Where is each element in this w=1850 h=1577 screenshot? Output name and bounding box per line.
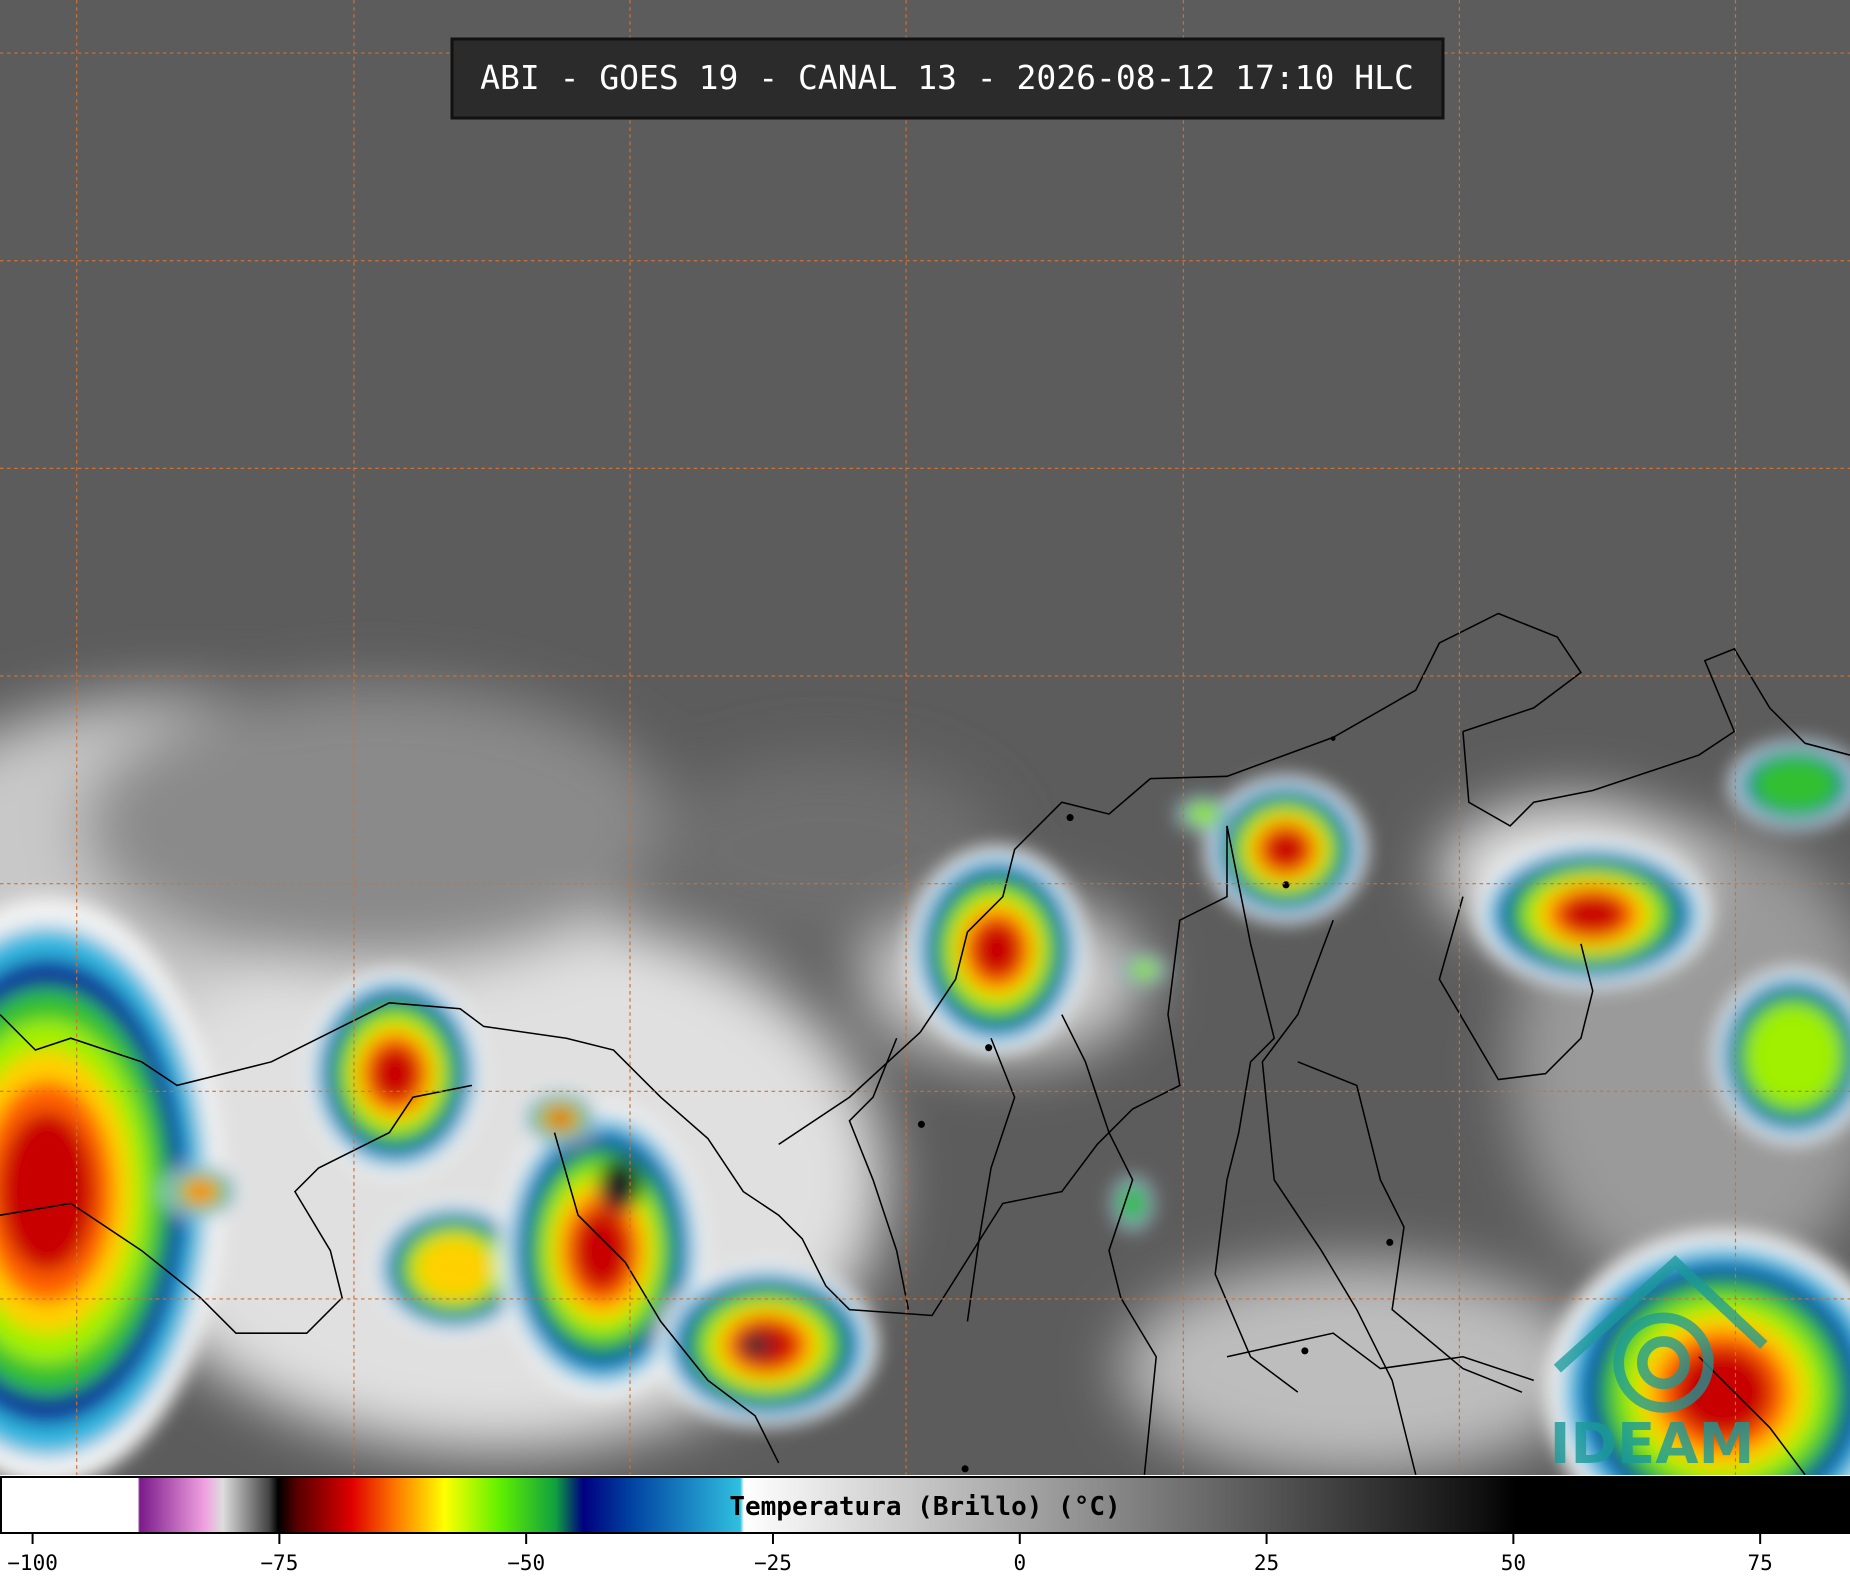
cloud-layer	[972, 921, 1021, 978]
cold-top	[738, 1333, 772, 1357]
logo-text: IDEAM	[1550, 1412, 1755, 1477]
tick-label: 75	[1748, 1551, 1773, 1575]
coastlines	[0, 612, 1850, 1476]
title: ABI - GOES 19 - CANAL 13 - 2026-08-12 17…	[480, 58, 1414, 97]
cloud-layer	[1263, 829, 1309, 870]
cloud-layer	[415, 1236, 494, 1301]
cloud-layer	[1749, 754, 1842, 816]
cloud-layer	[186, 1181, 215, 1202]
tick-label: −50	[507, 1551, 545, 1575]
cloud-layer	[1187, 803, 1219, 825]
tick-label: −100	[7, 1551, 58, 1575]
tick-label: −75	[260, 1551, 298, 1575]
cloud-layer	[550, 1111, 571, 1126]
title-box	[450, 37, 1445, 120]
colorbar-label: Temperatura (Brillo) (°C)	[729, 1492, 1120, 1522]
cloud-layer	[371, 1045, 420, 1102]
cold-top	[598, 1159, 641, 1212]
cloud-layer	[1560, 894, 1625, 935]
tick-label: 50	[1501, 1551, 1526, 1575]
colorbar	[0, 1476, 1850, 1534]
tick-label: −25	[754, 1551, 792, 1575]
cloud-layer	[1131, 961, 1158, 979]
cloud-layer	[573, 1210, 630, 1291]
lat-lon-grid	[0, 0, 1850, 1475]
tick-label: 25	[1254, 1551, 1279, 1575]
cloud-layer	[1118, 1185, 1147, 1222]
cloud-layer	[1674, 1348, 1771, 1437]
cloud-layer	[0, 1111, 96, 1272]
cloud-layer	[1745, 1004, 1841, 1108]
tick-label: 0	[1013, 1551, 1026, 1575]
logo-mark	[1553, 1255, 1768, 1413]
